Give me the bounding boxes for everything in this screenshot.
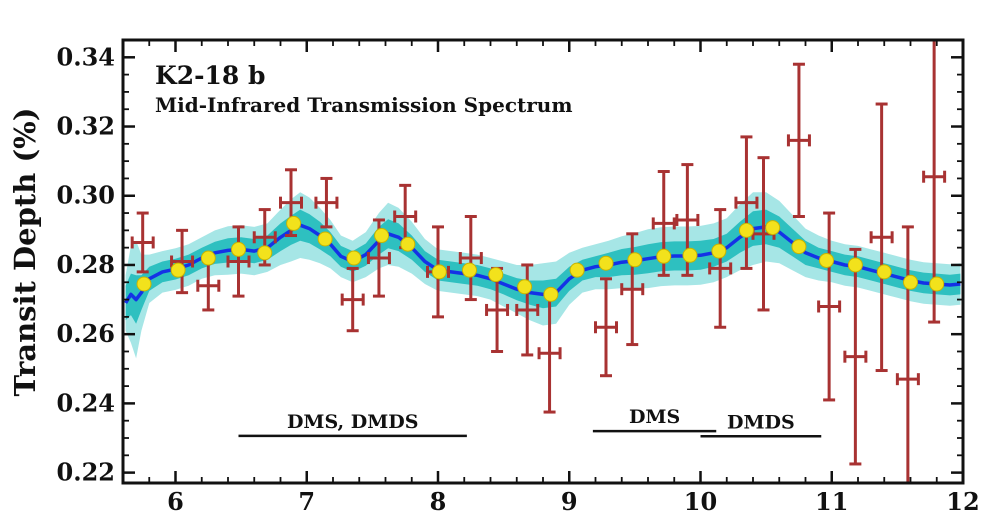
y-tick-label: 0.24 — [57, 388, 115, 417]
observed-point — [620, 232, 645, 347]
y-tick-label: 0.26 — [57, 319, 115, 348]
annotation-label: DMS — [629, 406, 680, 428]
binned-point — [346, 250, 362, 266]
binned-point — [286, 215, 302, 231]
chart-title: K2-18 b — [155, 61, 265, 90]
axes: 6 7 8 9 10 11 12 0.22 0.24 0.26 0.28 0.30 0.32 0.34 — [57, 38, 980, 516]
binned-point — [488, 267, 504, 283]
binned-point — [400, 236, 416, 252]
observed-data-points — [130, 40, 947, 483]
x-tick-label: 11 — [815, 487, 848, 516]
binned-point — [791, 239, 807, 255]
observed-point — [734, 135, 759, 270]
binned-point — [847, 257, 863, 273]
binned-point — [170, 262, 186, 278]
x-tick-label: 8 — [430, 487, 447, 516]
annotation-label: DMDS — [727, 411, 795, 433]
y-tick-label: 0.28 — [57, 250, 115, 279]
observed-point — [786, 62, 811, 219]
molecule-annotations: DMS, DMDS DMS DMDS — [238, 406, 822, 438]
binned-point — [257, 245, 273, 261]
observed-point — [869, 102, 894, 373]
observed-point — [708, 208, 733, 329]
binned-point — [765, 220, 781, 236]
binned-point — [682, 247, 698, 263]
observed-point — [170, 228, 195, 295]
x-tick-label: 7 — [298, 487, 315, 516]
binned-point — [903, 274, 918, 290]
binned-point — [517, 279, 533, 295]
observed-point — [130, 211, 155, 274]
model-uncertainty-bands — [125, 192, 961, 359]
outer-band — [125, 192, 961, 359]
observed-point — [393, 183, 418, 250]
binned-point — [819, 252, 834, 268]
observed-point — [340, 266, 365, 333]
x-tick-label: 9 — [561, 487, 578, 516]
binned-point — [431, 264, 447, 280]
observed-point — [226, 225, 251, 298]
annotation: DMS, DMDS — [238, 411, 467, 438]
binned-point — [569, 262, 585, 278]
x-tick-label: 6 — [167, 487, 184, 516]
binned-point — [317, 231, 333, 247]
observed-point — [843, 247, 868, 466]
binned-model-points — [136, 215, 945, 302]
annotation: DMDS — [700, 411, 822, 438]
observed-point — [817, 211, 842, 402]
annotation: DMS — [592, 406, 717, 433]
y-tick-label: 0.34 — [57, 42, 115, 71]
binned-point — [876, 264, 892, 280]
y-tick-label: 0.22 — [57, 458, 115, 487]
binned-point — [656, 248, 672, 264]
x-tick-label: 10 — [684, 487, 717, 516]
observed-point — [458, 215, 483, 302]
binned-point — [200, 250, 216, 266]
binned-point — [711, 243, 727, 259]
observed-point — [922, 40, 947, 324]
annotation-label: DMS, DMDS — [287, 411, 419, 433]
x-tick-label: 12 — [946, 487, 979, 516]
binned-point — [462, 262, 477, 278]
y-tick-label: 0.30 — [57, 181, 115, 210]
binned-point — [374, 228, 390, 244]
binned-point — [136, 276, 152, 292]
binned-point — [598, 255, 614, 271]
binned-point — [627, 252, 643, 268]
observed-point — [314, 176, 339, 229]
observed-point — [252, 208, 277, 267]
y-axis-label: Transit Depth (%) — [8, 108, 42, 397]
chart-subtitle: Mid-Infrared Transmission Spectrum — [155, 93, 572, 117]
binned-point — [738, 222, 754, 238]
observed-point — [279, 168, 303, 238]
binned-point — [543, 286, 559, 302]
y-tick-label: 0.32 — [57, 112, 115, 141]
observed-point — [594, 277, 618, 378]
binned-point — [929, 276, 945, 292]
binned-point — [231, 241, 246, 257]
